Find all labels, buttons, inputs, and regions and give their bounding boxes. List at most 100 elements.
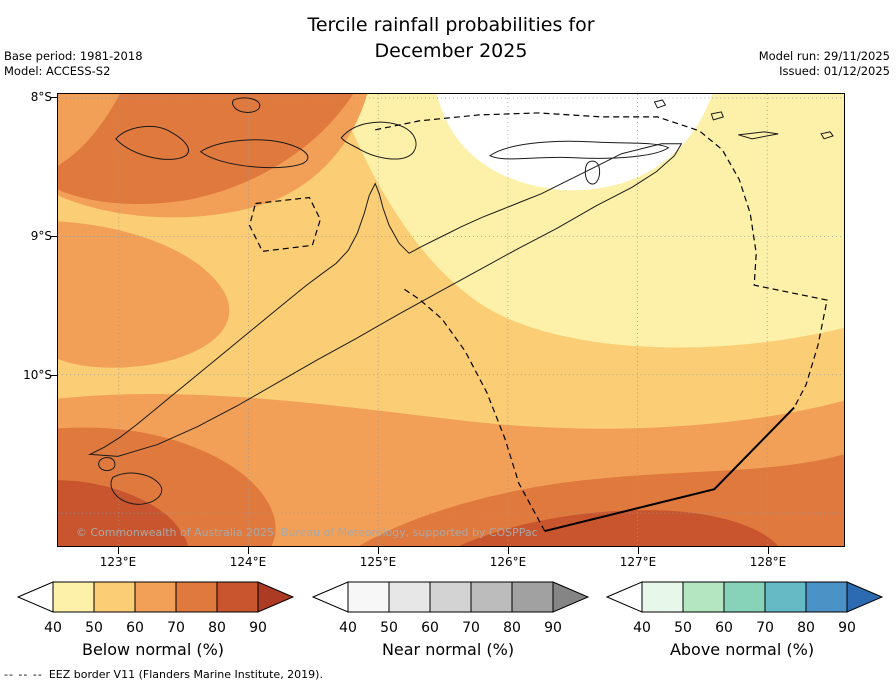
near-seg-60-70 [429, 581, 472, 613]
legend-title-above-normal: Above normal (%) [669, 640, 815, 659]
atauro-island-outline [584, 160, 601, 185]
below-seg-60-70 [134, 581, 177, 613]
lon-tick-123e [118, 547, 119, 554]
colorbar-near-normal: 40 50 60 70 80 90 [303, 580, 593, 642]
below-arrow-right [257, 581, 295, 613]
eez-dash-sample: -- -- -- [4, 668, 43, 681]
copyright-text: © Commonwealth of Australia 2025, Bureau… [76, 526, 538, 539]
oecusse-eez-border [248, 196, 321, 252]
near-tick-90: 90 [544, 620, 562, 636]
lon-tick-126e [508, 547, 509, 554]
lon-label-127e: 127°E [619, 555, 657, 569]
map-frame: © Commonwealth of Australia 2025, Bureau… [57, 93, 845, 547]
wetar-island-outline [488, 140, 670, 160]
near-tick-60: 60 [421, 620, 439, 636]
islet-3-outline [820, 131, 834, 140]
above-seg-40-50 [641, 581, 684, 613]
grid-lines [58, 94, 844, 546]
below-seg-50-60 [93, 581, 136, 613]
lon-tick-125e [378, 547, 379, 554]
lon-tick-127e [638, 547, 639, 554]
legend-title-near-normal: Near normal (%) [381, 640, 515, 659]
lon-label-125e: 125°E [359, 555, 397, 569]
eez-footnote: -- -- -- EEZ border V11 (Flanders Marine … [4, 668, 323, 681]
near-tick-70: 70 [462, 620, 480, 636]
below-tick-50: 50 [85, 620, 103, 636]
near-tick-40: 40 [339, 620, 357, 636]
above-seg-70-80 [764, 581, 807, 613]
near-tick-50: 50 [380, 620, 398, 636]
model-run-label: Model run: 29/11/2025 [758, 49, 890, 63]
lon-label-126e: 126°E [489, 555, 527, 569]
lon-label-124e: 124°E [229, 555, 267, 569]
eez-dashed-border [248, 112, 828, 532]
region-80-90-bottomcenter [458, 510, 779, 546]
above-tick-50: 50 [674, 620, 692, 636]
near-arrow-right [552, 581, 590, 613]
below-seg-80-90 [216, 581, 259, 613]
above-tick-70: 70 [756, 620, 774, 636]
below-arrow-left [16, 581, 54, 613]
lat-label-10s: 10°S [23, 368, 52, 382]
lon-label-128e: 128°E [749, 555, 787, 569]
page-title-line2: December 2025 [374, 40, 528, 62]
lat-tick-10s [50, 375, 57, 376]
lon-tick-124e [248, 547, 249, 554]
lat-tick-8s [50, 97, 57, 98]
islet-1-outline [653, 99, 667, 109]
islet-2-outline [710, 111, 724, 121]
small-island-top-outline [232, 97, 261, 113]
lon-label-123e: 123°E [99, 555, 137, 569]
issued-label: Issued: 01/12/2025 [779, 64, 890, 78]
above-tick-60: 60 [715, 620, 733, 636]
below-tick-40: 40 [44, 620, 62, 636]
near-tick-80: 80 [503, 620, 521, 636]
below-tick-70: 70 [167, 620, 185, 636]
model-label: Model: ACCESS-S2 [4, 64, 111, 78]
above-arrow-right [846, 581, 884, 613]
above-seg-80-90 [805, 581, 848, 613]
rainfall-map: © Commonwealth of Australia 2025, Bureau… [58, 94, 844, 546]
colorbar-above-normal: 40 50 60 70 80 90 [597, 580, 887, 642]
near-seg-80-90 [511, 581, 554, 613]
lon-tick-128e [768, 547, 769, 554]
semau-island-outline [98, 457, 116, 472]
lat-label-9s: 9°S [30, 229, 52, 243]
colorbar-below-normal: 40 50 60 70 80 90 [8, 580, 298, 642]
below-tick-80: 80 [208, 620, 226, 636]
meta-left: Base period: 1981-2018 Model: ACCESS-S2 [4, 49, 143, 79]
below-seg-40-50 [52, 581, 95, 613]
rote-island-outline [110, 472, 163, 505]
romang-island-outline [738, 131, 779, 140]
lat-tick-9s [50, 236, 57, 237]
lat-label-8s: 8°S [30, 90, 52, 104]
lembata-island-outline [340, 121, 417, 160]
region-60-70-left [58, 221, 230, 368]
coastlines [88, 97, 834, 505]
region-below-40 [437, 94, 713, 191]
pantar-island-outline [115, 125, 189, 160]
above-tick-40: 40 [633, 620, 651, 636]
timor-coastline [88, 143, 683, 457]
near-seg-50-60 [388, 581, 431, 613]
below-tick-90: 90 [249, 620, 267, 636]
above-tick-90: 90 [838, 620, 856, 636]
above-tick-80: 80 [797, 620, 815, 636]
eez-solid-border [544, 406, 795, 533]
near-seg-70-80 [470, 581, 513, 613]
meta-right: Model run: 29/11/2025 Issued: 01/12/2025 [759, 49, 890, 79]
above-seg-60-70 [723, 581, 766, 613]
above-seg-50-60 [682, 581, 725, 613]
alor-island-outline [199, 139, 309, 169]
near-arrow-left [311, 581, 349, 613]
near-seg-40-50 [347, 581, 390, 613]
legend-title-below-normal: Below normal (%) [81, 640, 225, 659]
region-40-50 [337, 94, 844, 348]
eez-note-text: EEZ border V11 (Flanders Marine Institut… [48, 668, 323, 681]
below-tick-60: 60 [126, 620, 144, 636]
page-title-line1: Tercile rainfall probabilities for [307, 14, 595, 36]
base-period-label: Base period: 1981-2018 [4, 49, 143, 63]
below-seg-70-80 [175, 581, 218, 613]
above-arrow-left [605, 581, 643, 613]
